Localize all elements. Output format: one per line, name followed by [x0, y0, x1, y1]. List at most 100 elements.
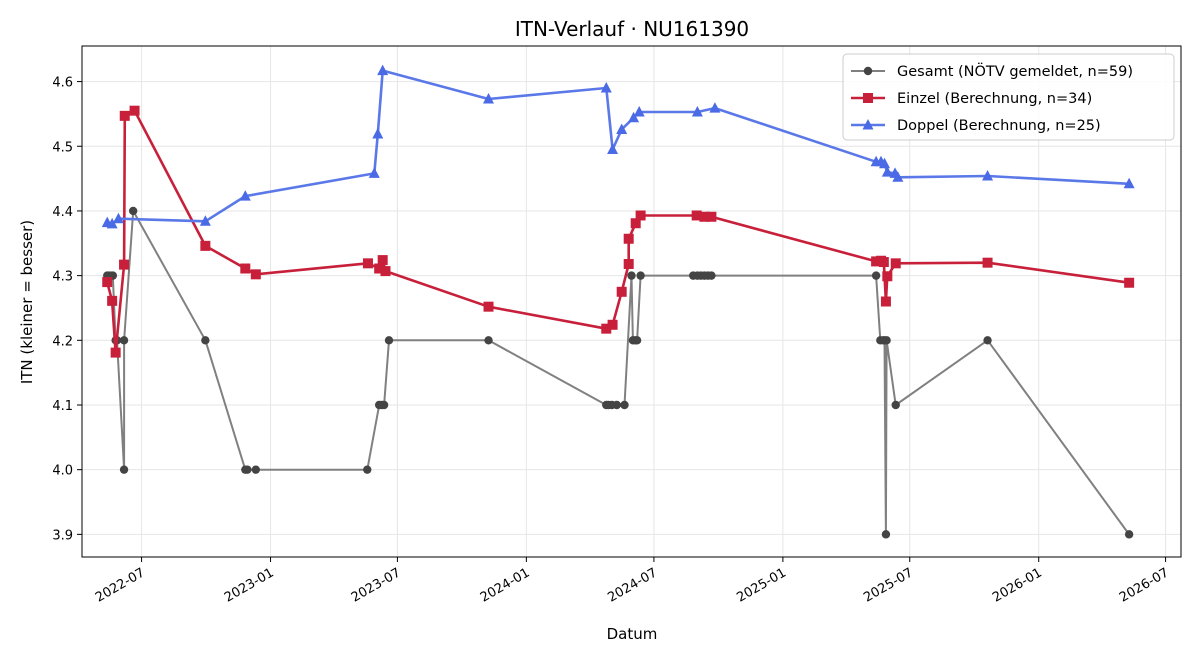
- x-axis: 2022-07 2023-01 2023-07 2024-01 2024-07 2025-…: [93, 557, 1172, 606]
- data-point: [119, 259, 130, 270]
- data-point: [881, 166, 893, 177]
- data-point: [106, 217, 118, 229]
- data-point: [890, 258, 901, 269]
- y-tick-label: 3.9: [52, 528, 73, 543]
- y-axis-label: ITN (kleiner = besser): [18, 220, 36, 384]
- data-point: [616, 286, 627, 297]
- y-tick-label: 4.5: [52, 140, 73, 155]
- data-point: [363, 465, 372, 474]
- series-doppel: [101, 64, 1135, 229]
- x-tick-label: 2024-01: [478, 565, 533, 605]
- data-point: [882, 271, 893, 282]
- data-point: [607, 143, 619, 154]
- series-line: [107, 209, 1130, 536]
- y-tick-label: 4.0: [52, 464, 73, 479]
- data-point: [102, 277, 113, 288]
- legend: Gesamt (NÖTV gemeldet, n=59) Einzel (Bere…: [842, 53, 1175, 141]
- x-tick-label: 2024-07: [605, 565, 660, 605]
- legend-box: [842, 53, 1175, 141]
- chart-title: ITN-Verlauf · NU161390: [515, 17, 749, 41]
- data-point: [107, 295, 118, 306]
- data-point: [871, 271, 881, 280]
- data-point: [250, 269, 261, 280]
- x-axis-label: Datum: [607, 625, 658, 643]
- data-point: [380, 266, 391, 277]
- data-point: [377, 64, 389, 76]
- data-point: [882, 336, 891, 345]
- series-layer: [101, 64, 1135, 539]
- data-point: [878, 257, 889, 268]
- y-tick-label: 4.6: [52, 76, 73, 91]
- data-point: [628, 111, 640, 123]
- x-tick-label: 2025-01: [734, 565, 789, 605]
- series-gesamt: [103, 206, 1134, 539]
- data-point: [892, 171, 904, 182]
- data-point: [632, 336, 642, 345]
- data-point: [607, 319, 618, 330]
- data-point: [880, 296, 891, 307]
- data-point: [982, 170, 994, 181]
- y-tick-label: 4.2: [52, 334, 73, 349]
- data-point: [635, 210, 646, 221]
- data-point: [982, 257, 993, 268]
- data-point: [633, 105, 645, 117]
- legend-item: Doppel (Berechnung, n=25): [851, 118, 1101, 134]
- data-point: [362, 258, 373, 269]
- data-point: [1124, 277, 1135, 288]
- legend-label: Gesamt (NÖTV gemeldet, n=59): [897, 62, 1133, 80]
- legend-items: Gesamt (NÖTV gemeldet, n=59) Einzel (Bere…: [851, 62, 1133, 134]
- data-point: [200, 240, 211, 251]
- data-point: [372, 127, 384, 139]
- data-point: [983, 336, 992, 345]
- legend-item: Gesamt (NÖTV gemeldet, n=59): [851, 62, 1133, 80]
- data-point: [377, 255, 388, 266]
- data-point: [1123, 177, 1135, 189]
- data-point: [368, 167, 380, 178]
- legend-item: Einzel (Berechnung, n=34): [851, 91, 1092, 107]
- x-tick-label: 2025-07: [861, 565, 916, 605]
- data-point: [620, 400, 629, 410]
- data-point: [709, 102, 721, 113]
- data-point: [691, 210, 702, 221]
- data-point: [691, 105, 703, 117]
- data-point: [1124, 530, 1134, 539]
- data-point: [879, 157, 891, 169]
- data-point: [374, 263, 385, 274]
- legend-marker: [863, 66, 873, 76]
- data-point: [612, 400, 621, 410]
- legend-label: Doppel (Berechnung, n=25): [897, 118, 1101, 134]
- data-point: [384, 336, 394, 345]
- data-point: [707, 271, 716, 280]
- x-tick-label: 2022-07: [93, 565, 148, 605]
- y-tick-label: 4.3: [52, 270, 73, 285]
- series-einzel: [102, 105, 1135, 358]
- data-point: [129, 105, 140, 116]
- legend-label: Einzel (Berechnung, n=34): [897, 91, 1092, 107]
- data-point: [891, 400, 900, 410]
- data-point: [484, 336, 493, 345]
- data-point: [623, 233, 634, 244]
- data-point: [699, 211, 710, 222]
- x-tick-label: 2026-01: [990, 565, 1045, 605]
- data-point: [119, 465, 129, 474]
- x-tick-label: 2026-07: [1117, 565, 1172, 605]
- legend-marker: [862, 119, 874, 130]
- data-point: [623, 258, 634, 269]
- data-point: [112, 212, 124, 224]
- data-point: [630, 218, 641, 229]
- data-point: [483, 301, 494, 312]
- data-point: [379, 400, 389, 410]
- data-point: [128, 206, 138, 216]
- data-point: [483, 93, 495, 104]
- data-point: [636, 271, 645, 280]
- y-axis: 3.9 4.0 4.1 4.2 4.3 4.4 4.5 4.6: [52, 76, 82, 543]
- data-point: [119, 110, 130, 121]
- data-point: [616, 123, 628, 134]
- data-point: [201, 336, 210, 345]
- data-point: [239, 190, 251, 201]
- data-point: [627, 271, 636, 280]
- x-tick-label: 2023-07: [349, 565, 404, 605]
- data-point: [600, 82, 612, 93]
